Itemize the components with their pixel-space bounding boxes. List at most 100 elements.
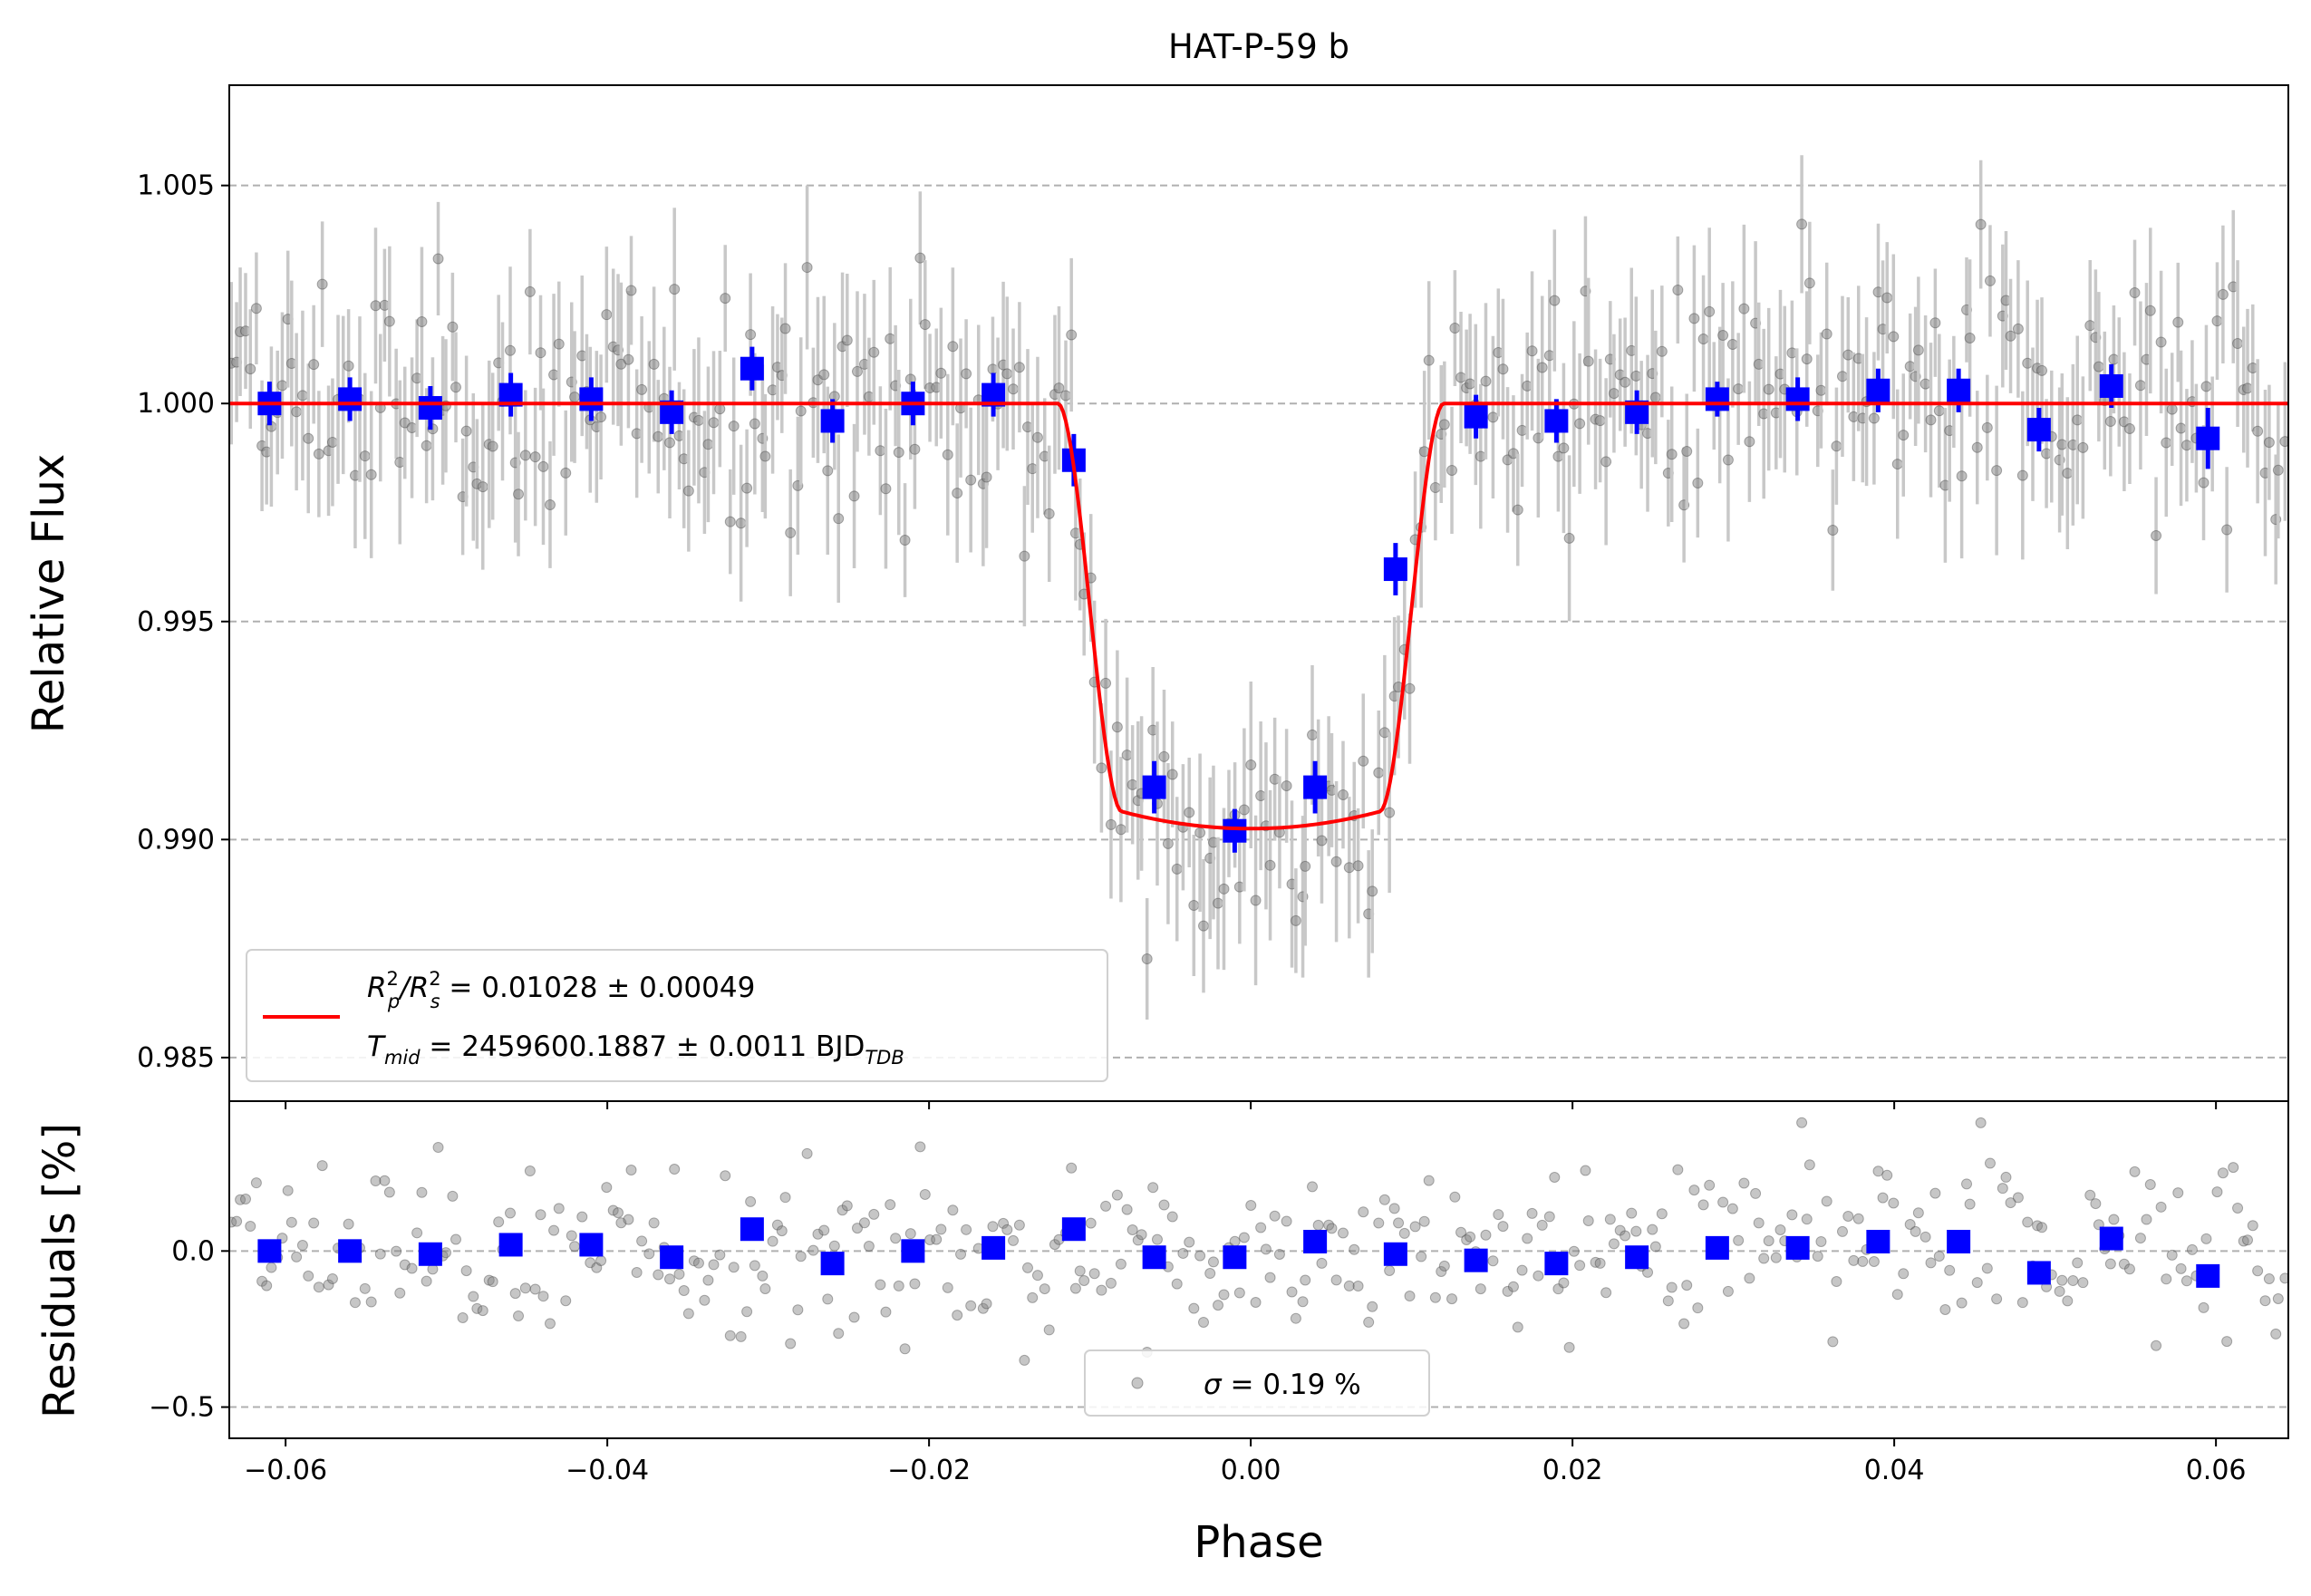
residual-point xyxy=(524,1166,536,1177)
raw-point xyxy=(779,323,791,334)
raw-point xyxy=(735,517,747,529)
binned-residual-point xyxy=(981,1235,1006,1260)
residual-point xyxy=(1465,1231,1476,1243)
residual-point xyxy=(613,1207,624,1219)
residual-point xyxy=(2032,1220,2044,1232)
raw-point xyxy=(1066,329,1078,341)
residual-point xyxy=(2067,1275,2079,1287)
raw-point xyxy=(1449,323,1461,334)
residual-point xyxy=(1763,1235,1774,1247)
residual-point xyxy=(1543,1211,1555,1223)
residual-point xyxy=(1836,1225,1848,1237)
residual-point xyxy=(1502,1285,1513,1297)
residual-point xyxy=(1273,1248,1285,1260)
residual-point xyxy=(848,1311,860,1323)
residual-point xyxy=(1786,1209,1798,1221)
residual-point xyxy=(1096,1284,1107,1296)
raw-point xyxy=(529,451,541,463)
raw-point xyxy=(1218,883,1230,895)
raw-point xyxy=(942,449,953,460)
raw-point xyxy=(296,390,308,401)
residual-point xyxy=(1939,1303,1951,1315)
raw-point xyxy=(914,252,926,264)
residual-point xyxy=(1750,1187,1762,1199)
raw-point xyxy=(1250,895,1262,906)
residual-point xyxy=(2134,1233,2146,1244)
residual-point xyxy=(868,1208,880,1220)
residual-point xyxy=(2175,1262,2187,1274)
raw-point xyxy=(1213,897,1224,909)
residual-point xyxy=(1455,1226,1467,1238)
residual-point xyxy=(2259,1295,2271,1307)
residual-point xyxy=(1910,1225,1921,1237)
residual-point xyxy=(601,1182,613,1194)
raw-point xyxy=(1141,953,1153,965)
residual-point xyxy=(2161,1273,2172,1285)
residual-point xyxy=(1238,1232,1250,1243)
residual-point xyxy=(303,1270,314,1282)
raw-point xyxy=(560,467,572,479)
residuals-legend: σ = 0.19 % xyxy=(1084,1349,1430,1417)
raw-point xyxy=(1888,331,1900,343)
binned-residual-point xyxy=(2026,1261,2051,1285)
residual-point xyxy=(858,1217,870,1229)
residual-point xyxy=(904,1228,916,1240)
residual-point xyxy=(1158,1199,1170,1211)
residual-point xyxy=(2232,1202,2244,1214)
binned-residual-point xyxy=(1705,1235,1729,1260)
raw-point xyxy=(569,392,581,403)
residual-point xyxy=(1558,1277,1570,1289)
raw-point xyxy=(1868,412,1880,424)
residual-point xyxy=(399,1259,411,1271)
residual-point xyxy=(1384,1264,1396,1276)
raw-point xyxy=(2241,382,2253,394)
raw-point xyxy=(505,344,517,356)
residual-point xyxy=(1423,1175,1435,1186)
raw-point xyxy=(653,430,664,442)
residual-point xyxy=(1925,1257,1937,1269)
raw-point xyxy=(2155,336,2167,348)
residual-point xyxy=(1085,1217,1097,1229)
residual-point xyxy=(702,1274,714,1286)
raw-point xyxy=(450,382,462,393)
residual-point xyxy=(1300,1274,1311,1286)
raw-point xyxy=(745,329,757,341)
binned-residual-point xyxy=(1142,1245,1166,1270)
residual-point xyxy=(1803,1159,1815,1171)
residual-point xyxy=(2090,1198,2102,1210)
raw-point xyxy=(1984,275,1996,286)
residual-point xyxy=(735,1330,747,1342)
residual-point xyxy=(1264,1272,1276,1283)
raw-point xyxy=(1019,550,1030,562)
flux-y-tick-label: 1.000 xyxy=(137,388,215,420)
residual-point xyxy=(1487,1255,1499,1267)
raw-point xyxy=(1438,419,1450,430)
raw-point xyxy=(1956,470,1968,482)
residual-point xyxy=(1281,1215,1292,1227)
residual-point xyxy=(1563,1341,1575,1353)
raw-point xyxy=(728,421,740,432)
residual-point xyxy=(1881,1169,1893,1181)
residual-point xyxy=(313,1282,324,1293)
residual-point xyxy=(1021,1262,1033,1273)
residual-point xyxy=(1912,1207,1924,1219)
raw-point xyxy=(1526,345,1538,357)
flux-panel-background xyxy=(229,85,2288,1101)
residual-point xyxy=(1600,1287,1612,1299)
residual-point xyxy=(1852,1213,1864,1224)
residual-point xyxy=(1218,1289,1230,1301)
legend-mid-transit-time: Tmid = 2459600.1887 ± 0.0011 BJDTDB xyxy=(367,1030,904,1069)
residual-point xyxy=(851,1223,863,1234)
residual-point xyxy=(1956,1297,1968,1309)
residual-point xyxy=(1151,1233,1163,1245)
raw-point xyxy=(2279,436,2288,448)
flux-binned-points xyxy=(257,346,2220,853)
raw-point xyxy=(365,469,377,480)
residual-point xyxy=(2279,1272,2288,1284)
residuals-binned-points xyxy=(257,1217,2220,1288)
residual-point xyxy=(1796,1117,1808,1128)
residual-point xyxy=(759,1283,771,1295)
residual-point xyxy=(2252,1265,2264,1277)
residual-point xyxy=(1738,1177,1750,1189)
legend-sigma: σ = 0.19 % xyxy=(1204,1369,1361,1401)
